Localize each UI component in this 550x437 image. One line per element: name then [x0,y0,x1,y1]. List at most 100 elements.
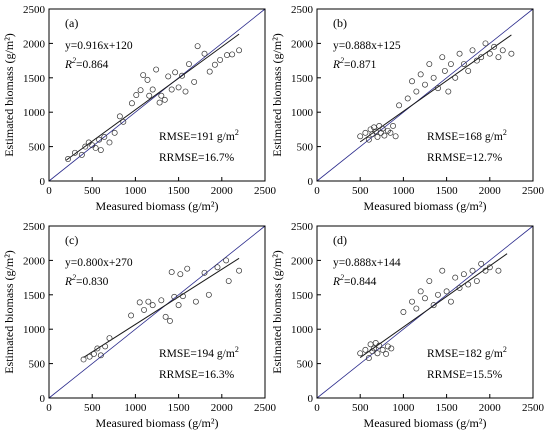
rmse-value: RMSE=191 g/m [159,131,235,143]
data-point [179,293,186,300]
data-point [158,297,165,304]
x-tick-label: 2000 [479,185,502,197]
y-tick-label: 2000 [23,255,46,267]
y-tick-label: 2500 [291,221,314,233]
rmse-text: RMSE=168 g/m2 [427,128,507,143]
data-point [482,267,489,274]
panel-label: (c) [65,233,78,247]
data-point [82,143,89,150]
y-tick-label: 2000 [291,38,314,50]
data-point [400,309,407,315]
data-point [86,353,93,360]
r-squared: R2=0.844 [332,273,377,288]
y-tick-label: 2000 [291,255,314,267]
y-axis-label: Estimated biomass (g/m²) [270,33,284,157]
data-point [217,56,224,63]
y-tick-label: 2000 [23,38,46,50]
y-tick-label: 1000 [291,107,314,119]
data-point [168,269,175,276]
x-tick-label: 2000 [479,402,502,414]
x-axis-label: Measured biomass (g/m²) [96,416,219,430]
data-point [175,84,182,91]
r-squared-exponent: 2 [72,56,76,65]
data-point [153,66,160,73]
data-point [435,291,441,298]
data-point [211,61,218,68]
r-squared: R2=0.864 [64,56,109,71]
data-point [465,281,472,288]
data-point [101,134,108,140]
data-point [460,271,467,278]
rmse-value: RMSE=182 g/m [427,348,503,360]
x-tick-label: 2500 [522,185,545,197]
data-point [443,288,450,295]
data-point [167,317,173,324]
chart-panel: 0 500 1000 1500 2000 2500 0 500 1000 1500 2000 2500… [270,4,545,213]
regression-equation: y=0.888x+144 [333,257,401,269]
regression-equation: y=0.916x+120 [65,40,133,52]
r-squared: R2=0.871 [332,56,377,71]
x-tick-label: 2500 [254,185,277,197]
regression-line [83,257,240,358]
rrmse-value: RRMSE=12.7% [427,152,503,164]
x-tick-label: 500 [84,185,101,197]
data-point [495,267,502,274]
data-point [92,145,99,151]
data-point [384,343,391,350]
data-point [508,50,515,57]
data-point [456,284,463,291]
data-point [78,151,85,158]
data-point [482,40,489,47]
data-point [374,350,381,357]
data-point [473,57,480,64]
data-point [158,92,165,99]
data-point [97,352,104,359]
data-point [140,72,147,78]
data-point [165,73,172,80]
x-tick-label: 2000 [211,402,234,414]
y-tick-label: 0 [308,393,314,405]
data-point [90,351,97,357]
y-tick-label: 2500 [291,4,314,16]
x-tick-label: 500 [352,402,369,414]
data-point [80,356,87,363]
data-point [177,271,184,278]
data-point [133,92,140,98]
r-squared-symbol: R [64,276,72,288]
data-point [413,305,420,312]
data-point [182,88,189,95]
x-tick-label: 500 [84,402,101,414]
data-point [168,86,175,93]
rmse-unit-exponent: 2 [235,128,239,137]
y-tick-label: 500 [297,142,314,154]
data-point [171,293,178,300]
y-tick-label: 0 [308,176,314,188]
data-point [214,264,221,271]
data-point [387,129,394,136]
data-point [128,100,135,107]
data-point [447,61,454,67]
data-point [357,133,364,140]
rrmse-value: RRMSE=15.5% [427,369,503,381]
x-tick-label: 2500 [522,402,545,414]
r-squared-symbol: R [332,276,340,288]
y-tick-label: 500 [29,359,46,371]
data-point [426,278,433,284]
data-point [102,343,109,350]
data-point [144,76,151,83]
data-point [383,351,390,357]
data-point [206,68,213,75]
x-tick-label: 2000 [211,185,234,197]
y-tick-label: 500 [29,142,46,154]
data-point [362,129,369,136]
y-tick-label: 0 [40,176,46,188]
x-tick-label: 1000 [124,185,147,197]
regression-line [359,253,508,358]
data-point [179,72,186,79]
data-point [469,267,476,274]
data-point [116,113,123,120]
data-point [409,78,415,85]
data-point [469,47,476,54]
x-tick-label: 0 [46,185,52,197]
